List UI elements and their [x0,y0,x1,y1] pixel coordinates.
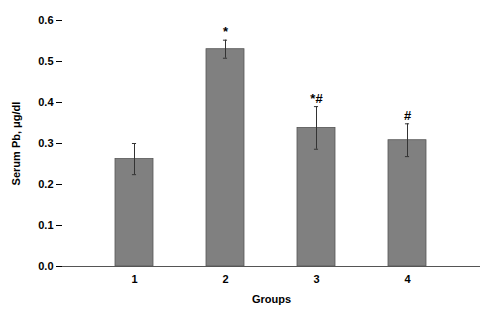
svg-text:1: 1 [131,273,137,285]
svg-text:*: * [223,24,229,39]
svg-text:3: 3 [313,273,319,285]
svg-text:0.1: 0.1 [38,219,53,231]
svg-text:0.0: 0.0 [38,260,53,272]
svg-text:*#: *# [310,91,323,106]
svg-text:0.5: 0.5 [38,55,53,67]
svg-text:4: 4 [404,273,411,285]
svg-text:Groups: Groups [252,293,291,305]
svg-text:0.4: 0.4 [38,96,54,108]
svg-text:0.3: 0.3 [38,137,53,149]
svg-text:0.6: 0.6 [38,14,53,26]
svg-text:Serum Pb, μg/dl: Serum Pb, μg/dl [10,102,22,186]
svg-text:2: 2 [222,273,228,285]
svg-text:#: # [404,108,412,123]
svg-text:0.2: 0.2 [38,178,53,190]
